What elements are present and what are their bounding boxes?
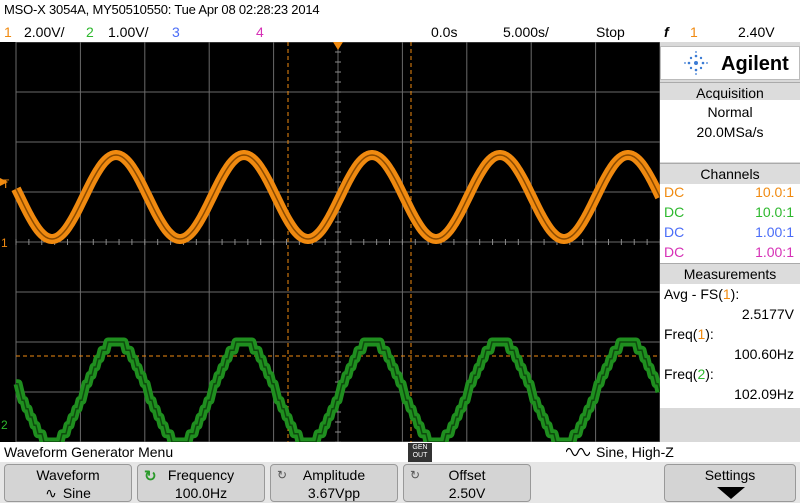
- gen-out-indicator: GEN OUT: [408, 443, 432, 462]
- entry-knob-active-icon: ↻: [144, 468, 157, 485]
- waveform-softkey[interactable]: Waveform ∿ Sine: [4, 464, 132, 502]
- trigger-edge-icon: f: [664, 24, 669, 40]
- channel-probe: 1.00:1: [755, 224, 794, 240]
- channels-header: Channels: [660, 163, 800, 185]
- brand-logo: Agilent: [660, 46, 800, 80]
- channels-list: DC 10.0:1 DC 10.0:1 DC 1.00:1 DC 1.00:1: [660, 184, 800, 266]
- softkey-label: Amplitude: [302, 467, 366, 483]
- trigger-position-marker[interactable]: [333, 42, 343, 50]
- entry-knob-icon: ↻: [410, 468, 421, 482]
- measurement-suffix: ):: [705, 326, 714, 342]
- channel-coupling: DC: [664, 244, 685, 260]
- softkey-label: Waveform: [36, 467, 100, 483]
- channel-coupling: DC: [664, 204, 685, 220]
- wavegen-info: Sine, High-Z: [596, 444, 674, 460]
- menu-title: Waveform Generator Menu: [4, 444, 174, 460]
- channel-row-4[interactable]: DC 1.00:1: [660, 244, 800, 264]
- softkey-value: Sine: [62, 485, 91, 501]
- measurement-value: 102.09Hz: [734, 386, 794, 402]
- measurement-name: Freq(: [664, 326, 698, 342]
- trigger-level[interactable]: 2.40V: [738, 24, 775, 40]
- sine-wave-icon: [566, 447, 590, 457]
- time-scale[interactable]: 5.000s/: [503, 24, 549, 40]
- softkey-value: 2.50V: [448, 485, 486, 501]
- channel-probe: 1.00:1: [755, 244, 794, 260]
- softkey-label: Settings: [704, 467, 756, 483]
- ch2-waveform-core: [16, 341, 661, 443]
- channel-coupling: DC: [664, 184, 685, 200]
- acquisition-mode: Normal: [707, 104, 753, 120]
- measurement-label[interactable]: Freq(1):: [664, 326, 714, 342]
- brand-name: Agilent: [721, 53, 789, 75]
- agilent-spark-icon: [684, 51, 708, 75]
- ch4-number[interactable]: 4: [256, 24, 264, 40]
- softkey-value: 3.67Vpp: [307, 485, 361, 501]
- measurements-header: Measurements: [660, 263, 800, 285]
- offset-softkey[interactable]: ↻ Offset 2.50V: [403, 464, 531, 502]
- softkey-label: Frequency: [167, 467, 235, 483]
- ch1-number[interactable]: 1: [4, 24, 12, 40]
- measurement-name: Freq(: [664, 366, 698, 382]
- graticule-ticks: [15, 41, 661, 443]
- run-state[interactable]: Stop: [596, 24, 625, 40]
- waveform-display[interactable]: T 1 2: [0, 41, 665, 447]
- trigger-source[interactable]: 1: [690, 24, 698, 40]
- channel-row-3[interactable]: DC 1.00:1: [660, 224, 800, 244]
- ch2-ground-marker[interactable]: 2: [1, 418, 8, 432]
- measurement-suffix: ):: [705, 366, 714, 382]
- instrument-title: MSO-X 3054A, MY50510550: Tue Apr 08 02:2…: [4, 2, 320, 17]
- measurement-name: Avg - FS(: [664, 286, 723, 302]
- channel-probe: 10.0:1: [755, 184, 794, 200]
- softkey-value: 100.0Hz: [174, 485, 228, 501]
- measurement-suffix: ):: [730, 286, 740, 302]
- ch2-number[interactable]: 2: [86, 24, 94, 40]
- settings-softkey[interactable]: Settings: [664, 464, 796, 502]
- ch1-waveform-core: [15, 154, 661, 240]
- measurement-channel: 2: [697, 366, 706, 382]
- menu-status-bar: Waveform Generator Menu GEN OUT Sine, Hi…: [0, 442, 800, 462]
- measurement-label[interactable]: Freq(2):: [664, 366, 714, 382]
- time-offset[interactable]: 0.0s: [431, 24, 458, 40]
- ch2-scale[interactable]: 1.00V/: [108, 24, 149, 40]
- ch1-trigger-marker: T: [2, 177, 10, 191]
- entry-knob-icon: ↻: [277, 468, 288, 482]
- measurement-value: 100.60Hz: [734, 346, 794, 362]
- channel-status-row: 1 2.00V/ 2 1.00V/ 3 4 0.0s 5.000s/ Stop …: [0, 22, 800, 42]
- channel-row-2[interactable]: DC 10.0:1: [660, 204, 800, 224]
- softkey-label: Offset: [448, 467, 486, 483]
- measurement-channel: 1: [697, 326, 706, 342]
- measurement-label[interactable]: Avg - FS(1):: [664, 286, 739, 302]
- channel-coupling: DC: [664, 224, 685, 240]
- softkey-bar: Waveform ∿ Sine ↻ Frequency 100.0Hz ↻ Amp…: [0, 462, 800, 503]
- sample-rate: 20.0MSa/s: [696, 124, 764, 140]
- measurements-panel: Avg - FS(1): 2.5177V Freq(1): 100.60Hz F…: [660, 284, 800, 408]
- ch1-level-marker: 1: [1, 236, 8, 250]
- ch1-scale[interactable]: 2.00V/: [24, 24, 65, 40]
- waveform-graticule: T 1 2: [0, 41, 665, 447]
- ch1-ground-marker[interactable]: [0, 178, 8, 186]
- softkey-value-row: ∿ Sine: [5, 485, 131, 502]
- channel-probe: 10.0:1: [755, 204, 794, 220]
- submenu-arrow-icon: [717, 487, 745, 499]
- acquisition-header: Acquisition: [660, 82, 800, 104]
- measurement-value: 2.5177V: [741, 306, 794, 322]
- acquisition-panel: Normal 20.0MSa/s: [660, 100, 800, 162]
- sine-wave-icon: ∿: [45, 485, 57, 501]
- channel-row-1[interactable]: DC 10.0:1: [660, 184, 800, 204]
- measurement-channel: 1: [722, 286, 731, 302]
- frequency-softkey[interactable]: ↻ Frequency 100.0Hz: [137, 464, 265, 502]
- ch3-number[interactable]: 3: [172, 24, 180, 40]
- amplitude-softkey[interactable]: ↻ Amplitude 3.67Vpp: [270, 464, 398, 502]
